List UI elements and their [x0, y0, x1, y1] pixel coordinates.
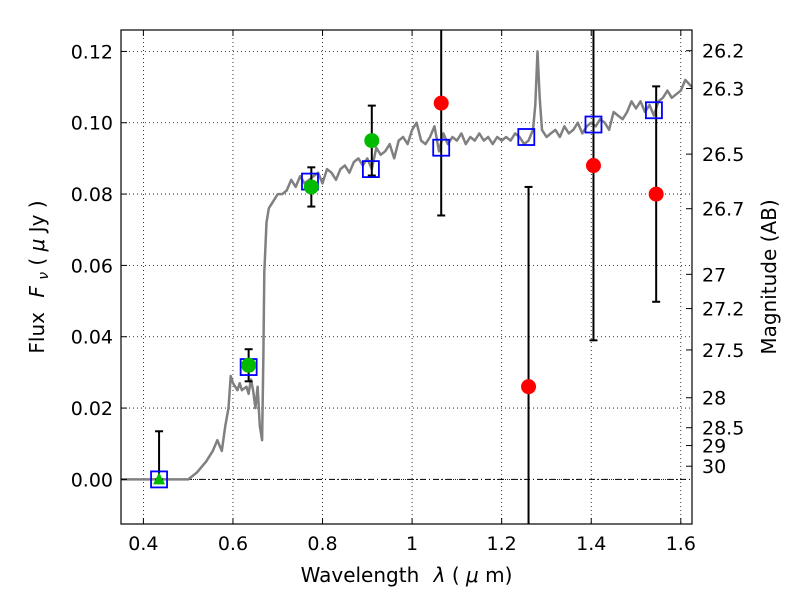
y2-axis-label: Magnitude (AB): [757, 199, 781, 354]
x-tick-label: 0.4: [128, 533, 158, 555]
model-photometry-square: [645, 101, 663, 120]
y2-tick-label: 26.5: [702, 144, 744, 166]
model-spectrum-line: [121, 50, 693, 481]
y2-tick-label: 30: [702, 456, 726, 478]
model-photometry-square: [361, 160, 380, 179]
x-axis-label-unit-mu: μ: [465, 563, 479, 587]
y-tick-label: 0.00: [71, 469, 113, 491]
y-axis-label-var-sub: ν: [36, 272, 52, 280]
y2-tick-label: 28.5: [702, 418, 744, 440]
y-tick-label: 0.10: [71, 113, 113, 135]
x-tick-label: 1.4: [576, 533, 606, 555]
model-photometry-square: [517, 128, 536, 146]
x-tick-label: 1.2: [487, 533, 517, 555]
axis-ticks: 0.4 0.6 0.8 1 1.2 1.4 1.6 0.00 0.02 0.04 0.06 0.08 0…: [71, 30, 744, 555]
y2-tick-label: 26.7: [702, 199, 744, 221]
y-tick-label: 0.04: [71, 327, 113, 349]
x-tick-label: 1.6: [666, 533, 696, 555]
plot-frame: [120, 29, 693, 525]
green-triangle-point: [153, 472, 166, 485]
y-tick-label: 0.12: [71, 41, 113, 63]
y-tick-label: 0.06: [71, 255, 113, 277]
model-photometry-square: [584, 115, 603, 134]
red-data-point: [521, 379, 537, 395]
y2-tick-label: 29: [702, 436, 726, 458]
y-axis-label-text: Flux: [25, 312, 49, 354]
x-axis-label: Wavelength λ ( μ m): [301, 563, 513, 587]
model-photometry-square: [150, 470, 168, 489]
y2-tick-label: 27: [702, 264, 726, 286]
grid-lines: [121, 30, 692, 524]
y-tick-label: 0.08: [71, 184, 113, 206]
red-data-point: [585, 158, 601, 174]
y2-tick-label: 27.2: [702, 299, 744, 321]
green-data-point: [364, 133, 380, 149]
x-axis-label-var: λ: [433, 563, 446, 587]
y-axis-label-var: F: [25, 286, 49, 298]
x-axis-label-unit-rest: m): [485, 563, 512, 587]
y2-tick-label: 28: [702, 388, 726, 410]
x-tick-label: 0.6: [218, 533, 248, 555]
y2-tick-label: 27.5: [702, 340, 744, 362]
plot-area: [121, 30, 693, 524]
y-axis-label: Flux F ν ( μ Jy ): [25, 200, 53, 353]
y2-tick-label: 26.2: [702, 41, 744, 63]
x-tick-label: 0.8: [307, 533, 337, 555]
green-data-point: [303, 179, 319, 195]
x-axis-label-text: Wavelength: [301, 563, 420, 587]
red-data-point: [648, 186, 664, 202]
green-data-point: [241, 357, 257, 373]
model-photometry-square: [432, 138, 451, 157]
x-tick-label: 1: [406, 533, 418, 555]
y2-tick-label: 26.3: [702, 78, 744, 100]
red-data-point: [433, 95, 449, 111]
y-axis-label-unit-open: (: [25, 251, 49, 265]
y-axis-label-unit-mu: μ: [25, 239, 49, 253]
y-tick-label: 0.02: [71, 398, 113, 420]
x-axis-label-unit-open: (: [452, 563, 460, 587]
y-axis-label-unit-rest: Jy ): [25, 200, 49, 234]
